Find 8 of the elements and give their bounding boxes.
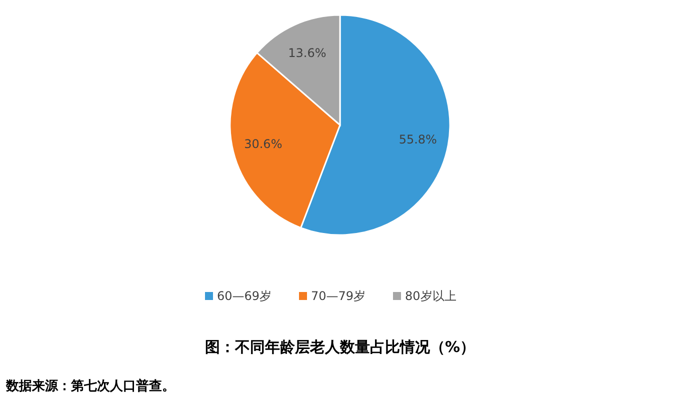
legend-label: 80岁以上	[405, 289, 456, 303]
text: 图：不同年龄层老人数量占比情况（%）	[204, 338, 476, 356]
source-note: 数据来源：第七次人口普查。	[5, 378, 175, 394]
data-label: 30.6%	[244, 137, 282, 152]
data-label: 55.8%	[398, 132, 437, 146]
data-label: 13.6%	[288, 46, 326, 60]
legend-label: 70—79岁	[311, 289, 366, 303]
legend-label: 60—69岁	[217, 289, 272, 303]
